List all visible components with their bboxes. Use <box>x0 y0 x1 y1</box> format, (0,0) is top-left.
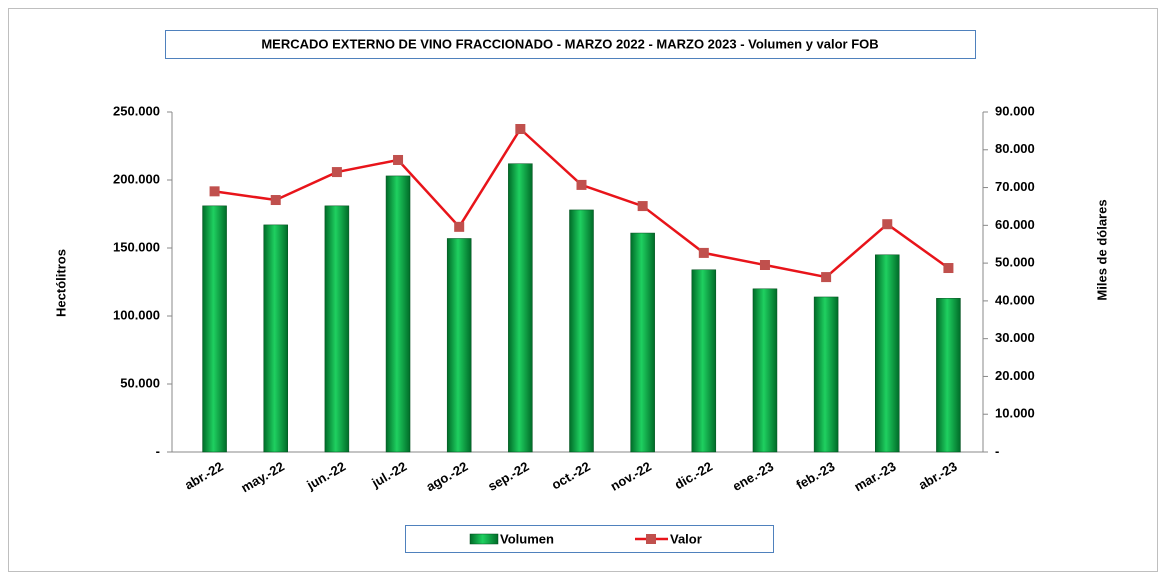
marker <box>270 195 281 206</box>
bar <box>385 175 411 453</box>
y2-tick-label: 50.000 <box>995 255 1035 270</box>
marker <box>698 247 709 258</box>
bar <box>569 209 594 453</box>
marker <box>393 154 404 165</box>
bar <box>263 224 288 453</box>
y-tick-label: 50.000 <box>120 375 160 390</box>
legend-label: Volumen <box>500 531 554 546</box>
bar <box>508 163 533 453</box>
y2-tick-label: 60.000 <box>995 217 1035 232</box>
legend-marker <box>646 534 656 544</box>
y-tick-label: 250.000 <box>113 103 160 118</box>
y-axis-label: Hectólitros <box>53 249 68 317</box>
bar <box>691 269 717 453</box>
y-tick-label: 150.000 <box>113 239 160 254</box>
y-tick-label: 200.000 <box>113 171 160 186</box>
marker <box>943 263 954 274</box>
marker <box>331 167 342 178</box>
marker <box>576 179 587 190</box>
y-tick-label: - <box>156 443 160 458</box>
marker <box>454 221 465 232</box>
bar <box>324 205 350 453</box>
marker <box>637 201 648 212</box>
y2-tick-label: 20.000 <box>995 368 1035 383</box>
legend-label: Valor <box>670 531 702 546</box>
title-box <box>165 30 976 59</box>
bar <box>202 205 227 453</box>
y2-tick-label: 80.000 <box>995 141 1035 156</box>
marker <box>209 186 220 197</box>
y2-tick-label: 70.000 <box>995 179 1035 194</box>
bar <box>752 288 778 453</box>
bar <box>446 238 472 453</box>
y-tick-label: 100.000 <box>113 307 160 322</box>
y2-tick-label: 30.000 <box>995 330 1035 345</box>
y2-axis-label: Miles de dólares <box>1094 199 1109 300</box>
y2-tick-label: - <box>995 443 999 458</box>
marker <box>759 260 770 270</box>
y2-tick-label: 40.000 <box>995 292 1035 307</box>
bar <box>875 254 900 453</box>
marker <box>821 272 832 283</box>
chart-title: MERCADO EXTERNO DE VINO FRACCIONADO - MA… <box>261 36 878 51</box>
bar <box>813 296 839 453</box>
y2-tick-label: 10.000 <box>995 406 1035 421</box>
bar <box>936 298 961 453</box>
legend-box <box>405 525 774 553</box>
marker <box>882 219 893 230</box>
y2-tick-label: 90.000 <box>995 103 1035 118</box>
legend-swatch <box>469 533 499 545</box>
marker <box>515 124 526 134</box>
bar <box>630 232 655 453</box>
